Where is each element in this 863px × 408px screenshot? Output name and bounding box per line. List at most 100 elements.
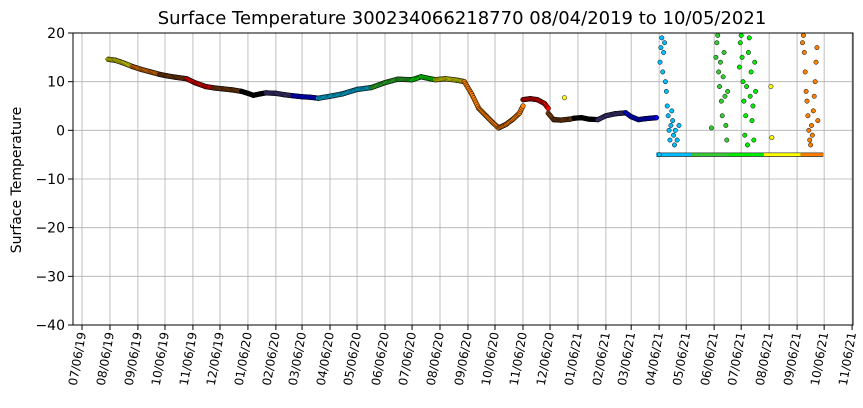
x-tick-label: 09/06/19: [122, 331, 145, 387]
data-point: [746, 35, 752, 41]
y-tick-label: −30: [35, 269, 65, 285]
data-point: [736, 64, 742, 70]
data-point: [672, 127, 678, 133]
data-point: [744, 84, 750, 89]
data-point: [717, 59, 723, 65]
data-point: [769, 135, 775, 141]
data-point: [802, 69, 808, 75]
x-tick-label: 08/06/21: [753, 331, 776, 387]
y-tick-label: −10: [35, 172, 65, 188]
data-point: [745, 142, 750, 148]
data-point: [743, 113, 749, 119]
data-point: [672, 142, 677, 148]
data-point: [806, 127, 812, 133]
x-tick-label: 12/06/20: [534, 331, 557, 387]
x-tick-label: 04/06/20: [314, 331, 337, 387]
data-point: [663, 88, 669, 94]
data-point: [670, 118, 676, 124]
x-axis: 07/06/19 08/06/19 09/06/19 10/06/19 11/06/19…: [66, 325, 859, 387]
chart-title: Surface Temperature 300234066218770 08/0…: [158, 8, 767, 29]
data-point: [815, 118, 821, 124]
x-tick-label: 04/06/21: [643, 331, 666, 387]
data-point: [800, 40, 805, 46]
data-point: [665, 113, 671, 119]
data-point: [656, 152, 662, 158]
data-point: [561, 95, 567, 101]
data-point: [657, 59, 663, 65]
data-point: [809, 132, 815, 138]
data-point: [741, 98, 747, 104]
data-point: [658, 45, 664, 51]
data-point: [661, 50, 667, 55]
data-point: [720, 74, 726, 80]
data-point: [664, 103, 670, 109]
x-tick-label: 01/06/21: [562, 331, 585, 387]
y-tick-label: 10: [47, 75, 65, 91]
data-point: [740, 79, 746, 85]
data-point: [803, 88, 809, 94]
x-tick-label: 11/06/20: [507, 331, 530, 387]
x-tick-label: 10/06/19: [149, 331, 172, 387]
data-point: [810, 108, 816, 114]
data-point: [659, 35, 665, 41]
data-point: [813, 59, 819, 65]
y-tick-label: −40: [35, 318, 65, 334]
x-tick-label: 05/06/21: [670, 331, 693, 387]
data-point: [714, 40, 720, 46]
data-point: [520, 103, 526, 109]
y-tick-label: 20: [47, 26, 65, 42]
data-point: [749, 118, 755, 124]
data-point: [745, 50, 751, 55]
y-axis-label: Surface Temperature: [9, 107, 25, 253]
data-point: [723, 123, 729, 128]
data-point: [768, 84, 774, 89]
x-tick-label: 11/06/21: [836, 331, 859, 387]
x-tick-label: 02/06/20: [260, 331, 283, 387]
data-point: [715, 32, 721, 38]
data-point: [717, 84, 722, 89]
x-tick-label: 06/06/21: [698, 331, 721, 387]
data-point: [807, 137, 813, 143]
data-point: [666, 127, 672, 133]
data-point: [739, 54, 745, 60]
data-point: [752, 59, 758, 65]
data-point: [800, 32, 806, 38]
data-point: [809, 123, 814, 128]
x-tick-label: 01/06/20: [232, 331, 255, 387]
grid: [73, 32, 853, 326]
x-tick-label: 05/06/20: [341, 331, 364, 387]
data-point: [742, 132, 748, 138]
x-tick-label: 10/06/20: [479, 331, 502, 387]
y-axis: 20 10 0 −10 −20 −30 −40: [35, 26, 73, 334]
data-point: [669, 108, 675, 114]
x-tick-label: 09/06/21: [781, 331, 804, 387]
data-point: [750, 103, 756, 109]
data-point: [737, 40, 743, 46]
data-point: [725, 88, 731, 94]
x-tick-label: 03/06/20: [286, 331, 309, 387]
data-point: [671, 132, 677, 138]
data-point: [748, 69, 754, 75]
data-point: [814, 45, 820, 51]
plot-area: [105, 32, 824, 158]
data-point: [724, 137, 730, 143]
x-tick-label: 07/06/19: [66, 331, 89, 387]
data-point: [804, 98, 810, 104]
data-point: [718, 98, 724, 104]
data-point: [667, 137, 673, 143]
data-point: [713, 54, 719, 60]
data-point: [660, 69, 666, 75]
data-point: [676, 123, 682, 128]
data-point: [738, 32, 744, 38]
data-point: [722, 93, 728, 99]
y-tick-label: 0: [56, 123, 65, 139]
x-tick-label: 02/06/21: [590, 331, 613, 387]
data-point: [668, 123, 674, 128]
data-point: [721, 50, 727, 55]
data-point: [808, 142, 814, 148]
data-point: [653, 115, 660, 121]
x-tick-label: 03/06/21: [615, 331, 638, 387]
x-tick-label: 06/06/20: [369, 331, 392, 387]
x-tick-label: 09/06/20: [452, 331, 475, 387]
